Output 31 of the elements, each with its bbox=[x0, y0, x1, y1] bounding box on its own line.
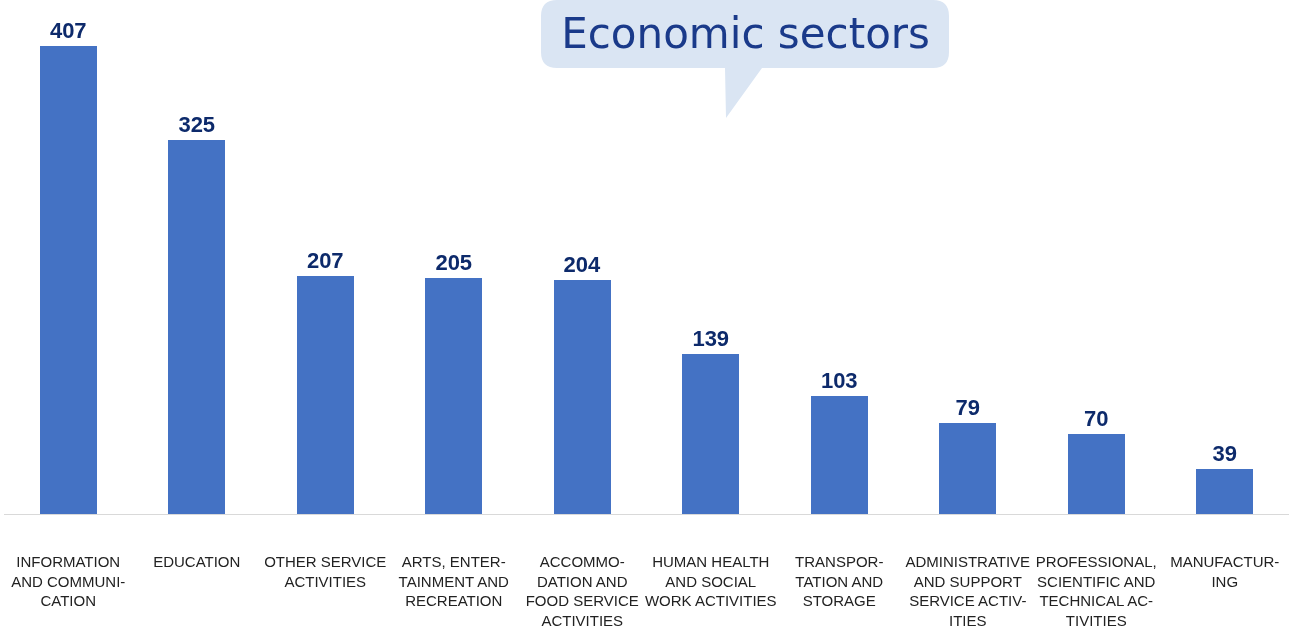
data-label: 407 bbox=[49, 18, 87, 44]
bar bbox=[39, 46, 97, 514]
bar bbox=[682, 354, 740, 514]
data-label: 103 bbox=[820, 367, 858, 393]
data-label: 205 bbox=[435, 250, 473, 276]
bar bbox=[168, 140, 226, 514]
chart-title: Economic sectors bbox=[561, 9, 930, 59]
bar bbox=[1067, 433, 1125, 514]
bar bbox=[296, 276, 354, 514]
bar bbox=[810, 395, 868, 514]
x-tick-label: ADMINISTRATIVE AND SUPPORT SERVICE ACTIV- ITIES bbox=[905, 553, 1031, 629]
x-tick-label: PROFESSIONAL, SCIENTIFIC AND TECHNICAL AC- TIVITIES bbox=[1035, 553, 1157, 629]
data-label: 325 bbox=[178, 112, 216, 138]
data-label: 139 bbox=[692, 326, 730, 352]
x-tick-label: ACCOMMO- DATION AND FOOD SERVICE ACTIVITIES bbox=[525, 553, 639, 629]
x-tick-label: ARTS, ENTER- TAINMENT AND RECREATION bbox=[398, 553, 510, 609]
x-tick-label: EDUCATION bbox=[153, 553, 241, 570]
data-label: 204 bbox=[563, 251, 601, 277]
data-label: 207 bbox=[306, 248, 344, 274]
bar bbox=[1196, 469, 1254, 514]
data-label: 79 bbox=[955, 395, 980, 421]
bar bbox=[425, 278, 483, 514]
x-tick-label: MANUFACTUR- ING bbox=[1170, 553, 1280, 590]
data-label: 70 bbox=[1084, 405, 1109, 431]
data-label: 39 bbox=[1212, 441, 1237, 467]
x-tick-label: INFORMATION AND COMMUNI- CATION bbox=[11, 553, 126, 609]
x-tick-label: TRANSPOR- TATION AND STORAGE bbox=[795, 553, 884, 609]
x-tick-label: HUMAN HEALTH AND SOCIAL WORK ACTIVITIES bbox=[644, 553, 777, 609]
x-tick-label: OTHER SERVICE ACTIVITIES bbox=[264, 553, 387, 590]
bar bbox=[553, 279, 611, 514]
bar bbox=[939, 423, 997, 514]
